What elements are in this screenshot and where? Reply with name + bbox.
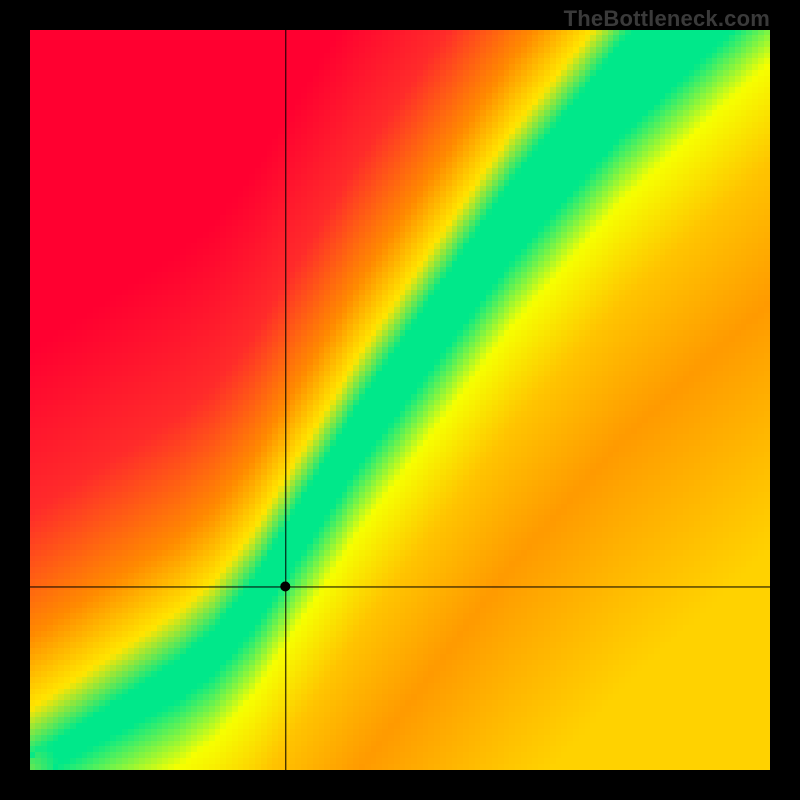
plot-area xyxy=(30,30,770,770)
chart-frame: TheBottleneck.com xyxy=(0,0,800,800)
heatmap-canvas xyxy=(30,30,770,770)
watermark-text: TheBottleneck.com xyxy=(564,6,770,32)
